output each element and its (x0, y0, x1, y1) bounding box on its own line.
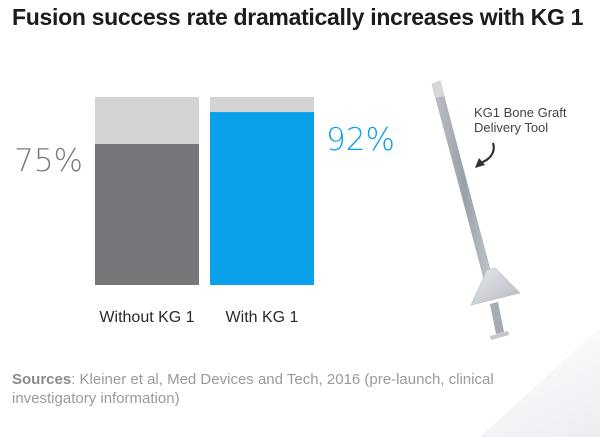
sources-text: : Kleiner et al, Med Devices and Tech, 2… (12, 371, 494, 407)
sources-label: Sources (12, 371, 72, 388)
annotation-line-2: Delivery Tool (474, 120, 549, 135)
page-title: Fusion success rate dramatically increas… (12, 4, 584, 30)
bar-remainder-with-kg-1 (210, 97, 314, 113)
category-label-with-kg-1: With KG 1 (226, 309, 299, 326)
delivery-tool-image (431, 80, 521, 340)
tool-annotation: KG1 Bone Graft Delivery Tool (474, 105, 567, 135)
bar-without-kg-1 (95, 144, 199, 285)
value-label-without-kg-1: 75% (14, 143, 83, 179)
category-label-without-kg-1: Without KG 1 (99, 309, 194, 326)
bar-remainder-without-kg-1 (95, 97, 199, 144)
bar-with-kg-1 (210, 112, 314, 285)
value-label-with-kg-1: 92% (326, 122, 395, 158)
sources-note: Sources: Kleiner et al, Med Devices and … (12, 370, 552, 408)
annotation-line-1: KG1 Bone Graft (474, 105, 567, 120)
arrow-icon (475, 142, 495, 168)
